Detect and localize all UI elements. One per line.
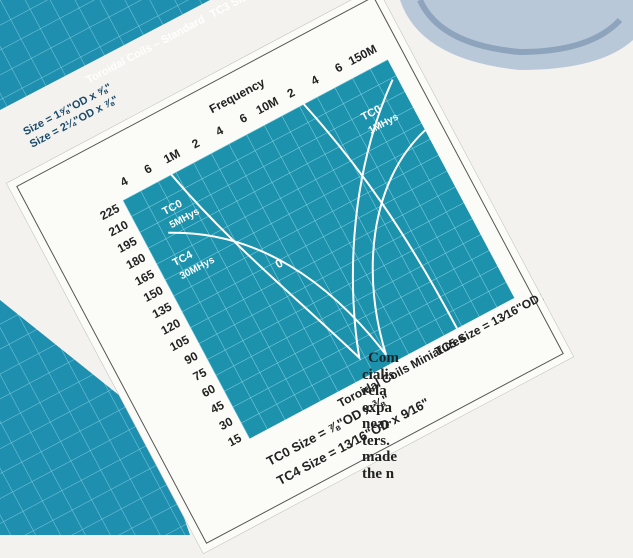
body-line: expa bbox=[362, 399, 392, 416]
body-line: cialis bbox=[362, 366, 395, 383]
y-label: 45 bbox=[208, 398, 227, 417]
body-line: rela bbox=[362, 383, 387, 399]
y-label: 90 bbox=[182, 349, 201, 368]
body-line: near bbox=[362, 416, 392, 432]
background bbox=[0, 0, 633, 535]
body-line: made bbox=[362, 449, 397, 465]
curves bbox=[168, 79, 458, 361]
y-label: 60 bbox=[199, 381, 218, 400]
curve bbox=[302, 103, 458, 329]
header-scrap: Toroidal Coils – Standard TC3 Size Size … bbox=[21, 0, 254, 150]
body-line: Com bbox=[368, 350, 399, 366]
card-svg: Frequency 0 TC0 Size = ⅞"OD x ⅜" TC4 Siz… bbox=[5, 0, 578, 555]
y-label: 15 bbox=[225, 431, 244, 450]
curve bbox=[168, 129, 426, 356]
frequency-tick: 1M bbox=[161, 146, 182, 166]
bottom-left-chart-scrap bbox=[0, 300, 190, 535]
scrap-text: Toroidal Coils – Standard bbox=[84, 14, 207, 87]
card-border bbox=[16, 0, 564, 544]
body-line: ters. bbox=[362, 432, 390, 449]
chart-card: Frequency 0 TC0 Size = ⅞"OD x ⅜" TC4 Siz… bbox=[5, 0, 578, 555]
y-label: 75 bbox=[191, 365, 210, 384]
coil-winding bbox=[417, 0, 623, 56]
coil-photo bbox=[400, 0, 633, 70]
scrap-text: TC3 Size bbox=[208, 0, 254, 21]
top-left-chart-scrap bbox=[0, 0, 210, 110]
plot-area bbox=[122, 59, 515, 439]
y-label: 30 bbox=[217, 414, 236, 433]
body-text: Com cialis rela expa near ters. made the n bbox=[362, 350, 399, 482]
body-line: the n bbox=[362, 465, 395, 482]
